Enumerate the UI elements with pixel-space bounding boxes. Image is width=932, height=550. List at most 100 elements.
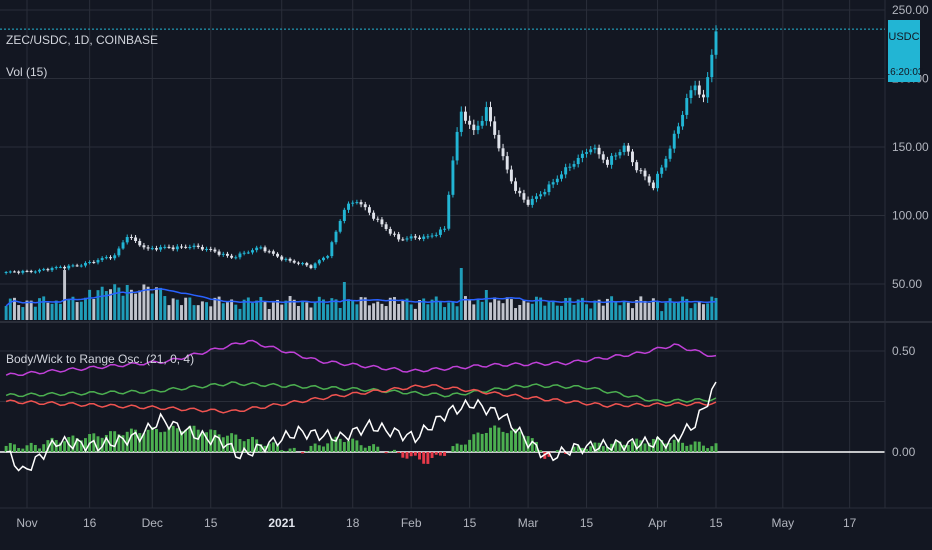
candle-body bbox=[146, 247, 150, 249]
osc-histogram-bar bbox=[459, 444, 463, 452]
osc-histogram-bar bbox=[614, 440, 618, 452]
osc-histogram-bar bbox=[180, 431, 183, 452]
osc-histogram-bar bbox=[271, 442, 275, 452]
volume-bar bbox=[547, 301, 551, 320]
volume-bar bbox=[580, 297, 584, 320]
osc-white-line bbox=[5, 381, 717, 472]
osc-histogram-bar bbox=[150, 427, 154, 452]
volume-bar bbox=[685, 298, 689, 320]
volume-bar bbox=[67, 299, 71, 320]
osc-histogram-bar bbox=[154, 428, 158, 452]
candle-body bbox=[150, 248, 154, 250]
symbol-label[interactable]: ZEC/USDC, 1D, COINBASE bbox=[6, 33, 158, 47]
candle-body bbox=[401, 239, 405, 241]
osc-histogram-bar bbox=[363, 447, 367, 452]
volume-bar bbox=[413, 308, 417, 320]
candle-body bbox=[17, 271, 21, 273]
osc-histogram-bar bbox=[647, 442, 651, 452]
osc-red-line bbox=[5, 384, 717, 414]
candle-body bbox=[593, 147, 597, 150]
volume-bar bbox=[113, 284, 117, 320]
volume-bar bbox=[622, 301, 626, 320]
osc-histogram-bar bbox=[639, 440, 643, 452]
volume-bar bbox=[380, 303, 384, 320]
price-candles[interactable] bbox=[4, 25, 718, 275]
oscillator-axis[interactable]: 0.50 0.00 bbox=[892, 344, 916, 459]
osc-histogram-bar bbox=[117, 434, 121, 452]
volume-bar bbox=[92, 298, 96, 320]
time-axis[interactable]: Nov 16 Dec 15 2021 18 Feb 15 Mar 15 Apr 15 May 17 bbox=[16, 516, 856, 530]
candle-body bbox=[388, 228, 392, 234]
osc-histogram-bar bbox=[656, 436, 660, 452]
osc-histogram-bar bbox=[129, 428, 133, 452]
candle-body bbox=[564, 167, 568, 175]
volume-bar bbox=[129, 289, 133, 320]
oscillator-label[interactable]: Body/Wick to Range Osc. (21, 0, 4) bbox=[6, 352, 194, 366]
osc-histogram-bar bbox=[509, 430, 513, 452]
osc-tick-label: 0.50 bbox=[892, 344, 916, 358]
candle-body bbox=[322, 257, 325, 261]
volume-bar bbox=[597, 299, 601, 320]
candle-body bbox=[188, 247, 192, 249]
osc-histogram-bar bbox=[280, 450, 284, 452]
oscillator-pane[interactable] bbox=[0, 339, 885, 472]
volume-bar bbox=[455, 306, 459, 320]
osc-histogram-bar bbox=[681, 442, 685, 452]
osc-histogram-bar bbox=[196, 429, 200, 452]
volume-bar bbox=[501, 303, 505, 320]
volume-bar bbox=[63, 270, 67, 320]
candle-body bbox=[271, 251, 275, 254]
volume-bar bbox=[564, 297, 568, 320]
volume-bar bbox=[334, 299, 338, 320]
candle-body bbox=[551, 182, 555, 185]
candle-body bbox=[8, 271, 12, 273]
volume-bar bbox=[676, 302, 680, 320]
osc-histogram-bar bbox=[397, 452, 401, 454]
candle-body bbox=[384, 224, 388, 229]
volume-bar bbox=[689, 308, 693, 320]
volume-bar bbox=[451, 301, 455, 320]
candle-body bbox=[576, 157, 580, 165]
volume-bar bbox=[560, 305, 563, 320]
candle-body bbox=[129, 236, 133, 238]
osc-histogram-bar bbox=[221, 437, 225, 452]
candle-body bbox=[639, 170, 643, 172]
candle-body bbox=[71, 265, 75, 267]
candle-body bbox=[664, 158, 668, 168]
osc-histogram-bar bbox=[342, 442, 346, 452]
candle-body bbox=[225, 253, 229, 256]
volume-bar bbox=[639, 296, 643, 320]
volume-bar bbox=[46, 302, 50, 320]
candle-body bbox=[706, 77, 710, 98]
osc-histogram-bar bbox=[267, 443, 271, 452]
candle-body bbox=[200, 246, 204, 250]
volume-bar bbox=[163, 296, 167, 320]
osc-histogram-bar bbox=[322, 446, 325, 452]
volume-bar bbox=[601, 305, 605, 320]
osc-histogram-bar bbox=[388, 451, 392, 453]
volume-bar bbox=[213, 297, 217, 320]
candle-body bbox=[580, 153, 584, 158]
volume-bar bbox=[522, 300, 526, 320]
candle-body bbox=[347, 203, 350, 210]
osc-histogram-bar bbox=[13, 444, 16, 452]
last-price-tag bbox=[888, 20, 920, 82]
osc-histogram-bar bbox=[401, 452, 405, 458]
time-tick-label: 15 bbox=[580, 516, 594, 530]
volume-label[interactable]: Vol (15) bbox=[6, 65, 47, 79]
candle-body bbox=[63, 266, 67, 269]
volume-bar bbox=[472, 304, 476, 320]
volume-bar bbox=[534, 296, 538, 320]
osc-histogram-bar bbox=[693, 441, 697, 452]
osc-histogram-bar bbox=[230, 433, 234, 452]
volume-bar bbox=[238, 308, 242, 320]
candle-body bbox=[213, 249, 217, 252]
volume-bar bbox=[551, 300, 555, 320]
osc-green-line bbox=[5, 381, 717, 404]
volume-bar bbox=[309, 307, 313, 320]
volume-bar bbox=[313, 302, 317, 320]
candle-body bbox=[58, 266, 62, 268]
volume-bar bbox=[75, 302, 79, 320]
volume-bar bbox=[134, 293, 138, 320]
